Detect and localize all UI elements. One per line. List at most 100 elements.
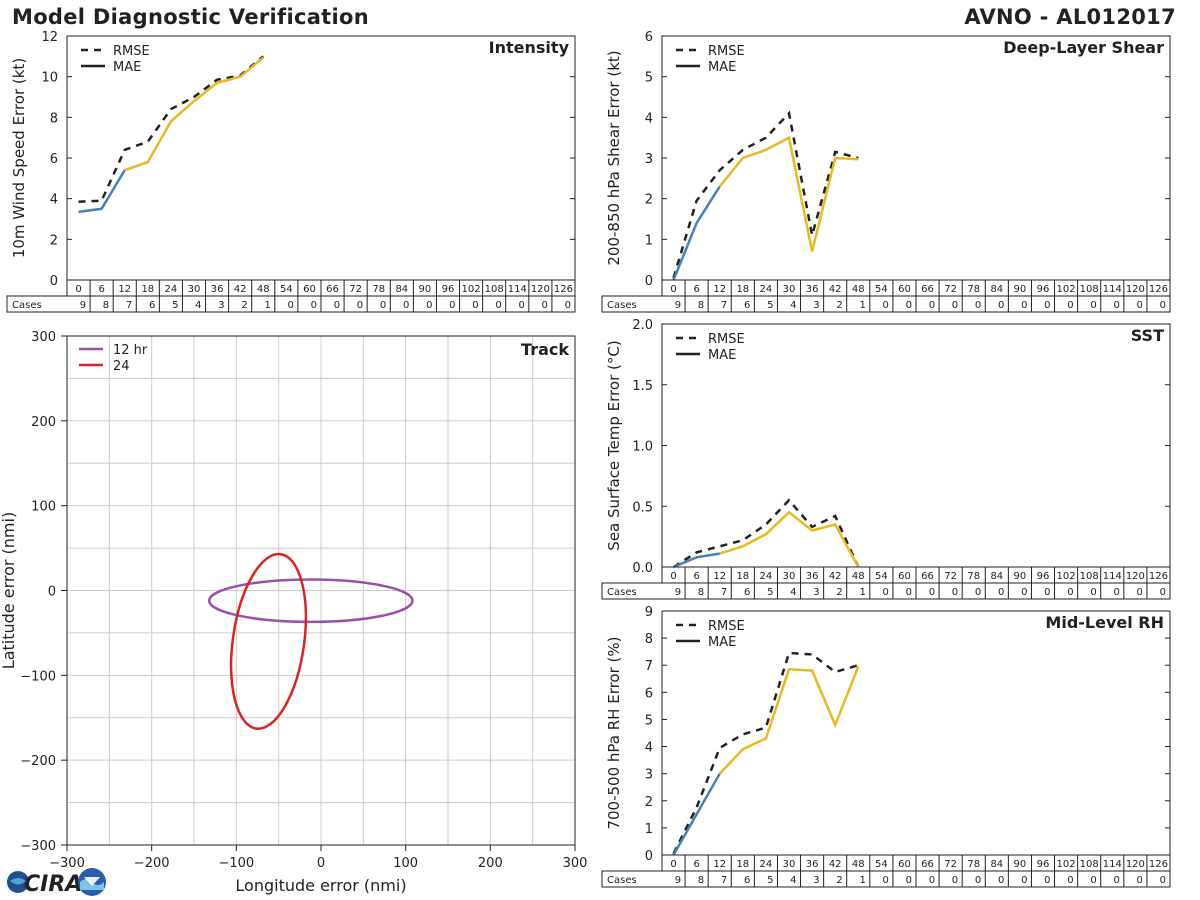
sst-hour-label: 108 <box>1080 571 1099 582</box>
intensity-hour-label: 84 <box>395 284 408 295</box>
intensity-case-count: 0 <box>426 300 432 311</box>
track-legend-label: 24 <box>113 359 130 374</box>
shear-ytick-label: 6 <box>645 30 653 45</box>
shear-hour-label: 78 <box>967 284 980 295</box>
rh-hour-label: 6 <box>693 859 699 870</box>
sst-panel: 0.0 0.5 1.0 1.5 2.0 Sea Surface Temp Error (°… <box>601 318 1171 600</box>
shear-case-count: 0 <box>1090 300 1096 311</box>
sst-hour-label: 0 <box>670 571 676 582</box>
track-ytick-label: −100 <box>20 669 56 684</box>
shear-legend-rmse-label: RMSE <box>708 44 745 59</box>
track-ellipse-12hr <box>207 578 414 624</box>
rh-hour-label: 48 <box>852 859 865 870</box>
shear-hour-label: 60 <box>898 284 911 295</box>
shear-hour-label: 120 <box>1126 284 1145 295</box>
sst-case-count: 9 <box>675 587 681 598</box>
sst-hour-label: 90 <box>1014 571 1027 582</box>
sst-cases-label: Cases <box>607 587 637 598</box>
rh-case-count: 0 <box>1067 875 1073 886</box>
intensity-hour-label: 114 <box>508 284 527 295</box>
rh-hour-label: 96 <box>1037 859 1050 870</box>
shear-hour-label: 114 <box>1103 284 1122 295</box>
sst-hour-label: 84 <box>990 571 1003 582</box>
rh-hour-label: 42 <box>829 859 842 870</box>
shear-case-count: 0 <box>1067 300 1073 311</box>
intensity-ytick-label: 10 <box>41 71 58 86</box>
track-ytick-label: 300 <box>31 330 56 345</box>
rh-case-count: 0 <box>883 875 889 886</box>
sst-case-count: 0 <box>1137 587 1143 598</box>
shear-hour-label: 96 <box>1037 284 1050 295</box>
shear-case-count: 0 <box>1113 300 1119 311</box>
rh-ytick-label: 2 <box>645 795 653 810</box>
rh-case-count: 4 <box>790 875 796 886</box>
track-xtick-label: 200 <box>478 856 503 871</box>
track-ytick-label: −200 <box>20 754 56 769</box>
rh-legend-rmse-label: RMSE <box>708 619 745 634</box>
track-xtick-label: −200 <box>134 856 170 871</box>
shear-hour-label: 24 <box>760 284 773 295</box>
shear-case-count: 0 <box>975 300 981 311</box>
shear-case-count: 0 <box>883 300 889 311</box>
intensity-hour-label: 60 <box>303 284 316 295</box>
sst-case-count: 4 <box>790 587 796 598</box>
rh-case-count: 1 <box>859 875 865 886</box>
intensity-hour-label: 72 <box>349 284 362 295</box>
sst-case-count: 0 <box>1113 587 1119 598</box>
rh-case-count: 2 <box>836 875 842 886</box>
track-ytick-label: 200 <box>31 415 56 430</box>
intensity-case-count: 0 <box>334 300 340 311</box>
shear-case-count: 0 <box>998 300 1004 311</box>
sst-ytick-label: 0.5 <box>632 500 653 515</box>
sst-case-count: 0 <box>883 587 889 598</box>
shear-case-count: 0 <box>1044 300 1050 311</box>
rh-case-count: 0 <box>906 875 912 886</box>
shear-ytick-label: 3 <box>645 152 653 167</box>
sst-hour-label: 24 <box>760 571 773 582</box>
track-ylabel: Latitude error (nmi) <box>0 512 18 669</box>
intensity-hour-label: 12 <box>118 284 131 295</box>
rh-mae-line-late <box>718 666 860 775</box>
shear-hour-label: 102 <box>1057 284 1076 295</box>
shear-case-count: 0 <box>952 300 958 311</box>
intensity-case-count: 0 <box>380 300 386 311</box>
intensity-hour-label: 42 <box>234 284 247 295</box>
sst-hour-label: 60 <box>898 571 911 582</box>
sst-case-count: 0 <box>1044 587 1050 598</box>
intensity-ytick-label: 0 <box>50 274 58 289</box>
shear-ytick-label: 2 <box>645 193 653 208</box>
shear-hour-label: 126 <box>1149 284 1168 295</box>
sst-ytick-label: 1.5 <box>632 379 653 394</box>
intensity-plot-frame <box>66 35 576 281</box>
intensity-hour-label: 120 <box>531 284 550 295</box>
intensity-case-count: 0 <box>542 300 548 311</box>
shear-case-count: 0 <box>929 300 935 311</box>
rh-plot-frame <box>661 610 1171 856</box>
rh-rmse-line <box>672 651 859 855</box>
intensity-hour-label: 66 <box>326 284 339 295</box>
sst-case-count: 0 <box>1021 587 1027 598</box>
sst-plot-frame <box>661 323 1171 568</box>
sst-case-count: 6 <box>744 587 750 598</box>
shear-ytick-label: 4 <box>645 111 653 126</box>
shear-cases-label: Cases <box>607 300 637 311</box>
intensity-case-count: 2 <box>241 300 247 311</box>
rh-case-count: 6 <box>744 875 750 886</box>
rh-hour-label: 36 <box>806 859 819 870</box>
track-ytick-label: 100 <box>31 500 56 515</box>
page-title: Model Diagnostic Verification <box>12 5 369 29</box>
track-xtick-label: −100 <box>218 856 254 871</box>
rh-case-count: 0 <box>929 875 935 886</box>
rh-hour-label: 30 <box>783 859 796 870</box>
rh-case-count: 9 <box>675 875 681 886</box>
rh-hour-label: 72 <box>944 859 957 870</box>
sst-hour-label: 30 <box>783 571 796 582</box>
rh-hour-label: 60 <box>898 859 911 870</box>
track-xlabel: Longitude error (nmi) <box>235 876 406 895</box>
rh-case-count: 0 <box>998 875 1004 886</box>
shear-case-count: 3 <box>813 300 819 311</box>
sst-hour-label: 66 <box>921 571 934 582</box>
rh-ytick-label: 6 <box>645 686 653 701</box>
shear-legend-mae-label: MAE <box>708 60 736 75</box>
